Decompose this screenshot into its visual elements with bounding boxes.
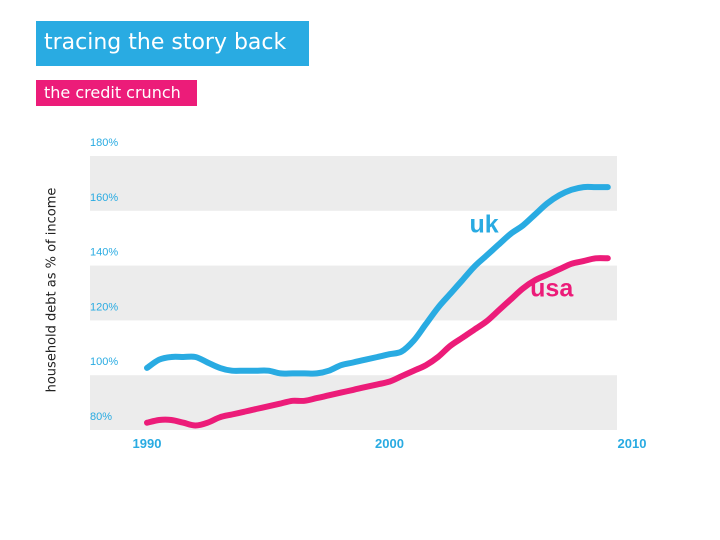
y-tick-label: 120% (90, 301, 118, 313)
x-tick-label: 2000 (375, 436, 404, 451)
y-tick-labels: 80% 100% 120% 140% 160% 180% (90, 137, 118, 423)
series-line-uk (144, 183, 611, 377)
grid-bands (90, 156, 617, 430)
grid-band (90, 156, 617, 211)
series-label-uk: uk (470, 210, 499, 238)
y-tick-label: 100% (90, 356, 118, 368)
y-tick-label: 180% (90, 137, 118, 149)
series-labels: uk usa (470, 210, 575, 302)
y-tick-label: 80% (90, 411, 112, 423)
x-tick-label: 2010 (618, 436, 647, 451)
y-tick-label: 160% (90, 192, 118, 204)
subtitle-box: the credit crunch (36, 80, 197, 106)
grid-band (90, 265, 617, 321)
title-box: tracing the story back (36, 21, 309, 66)
x-tick-label: 1990 (133, 436, 162, 451)
series-label-usa: usa (530, 275, 574, 303)
y-tick-label: 140% (90, 247, 118, 259)
x-tick-labels: 1990 2000 2010 (133, 436, 647, 451)
series-lines (144, 183, 611, 429)
series-line-usa (144, 255, 611, 429)
page-title: tracing the story back (44, 30, 287, 55)
page-subtitle: the credit crunch (44, 83, 181, 102)
